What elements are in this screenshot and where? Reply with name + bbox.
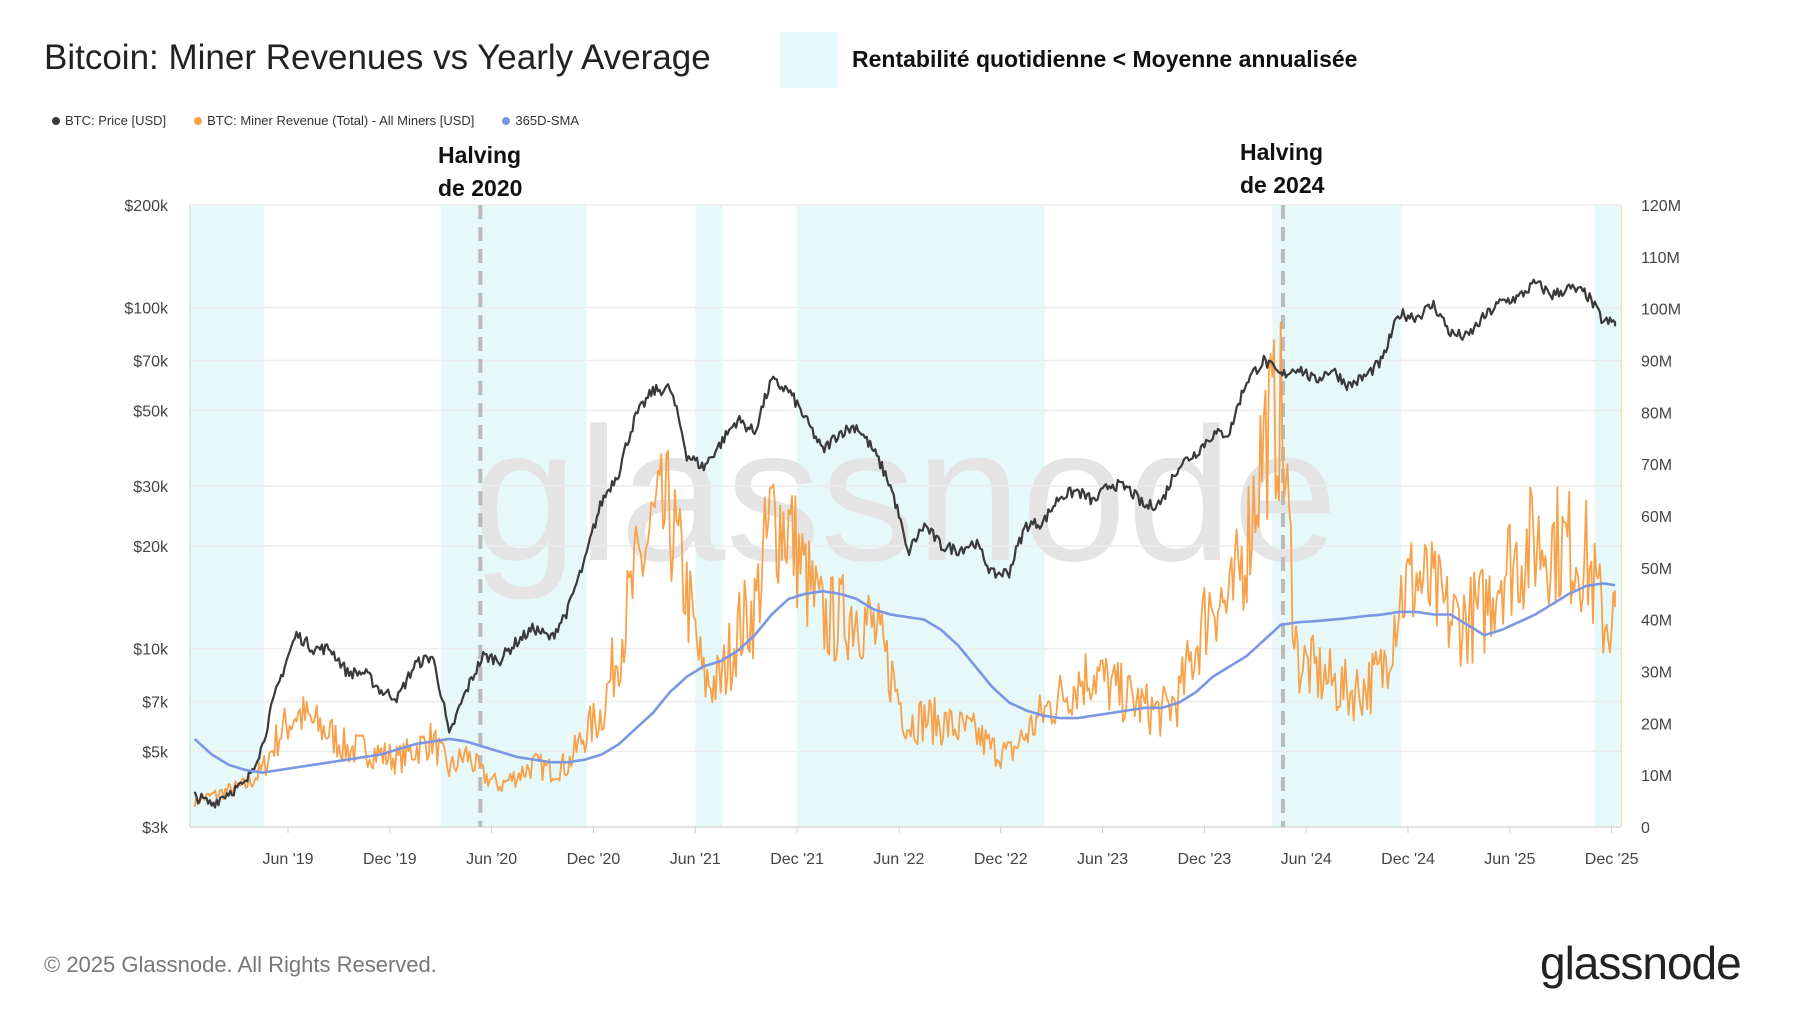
halving-line1: Halving: [1240, 139, 1324, 165]
y-right-tick-label: 70M: [1641, 457, 1672, 474]
x-tick-label: Jun '21: [670, 851, 721, 868]
legend-label: 365D-SMA: [515, 113, 579, 128]
x-tick-label: Jun '24: [1281, 851, 1332, 868]
x-tick-label: Dec '23: [1178, 851, 1232, 868]
legend-label: BTC: Price [USD]: [65, 113, 167, 128]
legend-item-sma[interactable]: 365D-SMA: [502, 113, 579, 128]
halving-2024-label: Halving de 2024: [1240, 136, 1324, 202]
legend-label: BTC: Miner Revenue (Total) - All Miners …: [207, 113, 475, 128]
y-left-tick-label: $50k: [133, 403, 169, 420]
copyright: © 2025 Glassnode. All Rights Reserved.: [44, 952, 437, 977]
legend-dot-icon: [194, 117, 203, 125]
y-right-tick-label: 80M: [1641, 405, 1672, 422]
x-tick-label: Dec '22: [974, 851, 1028, 868]
x-tick-label: Dec '19: [363, 851, 417, 868]
y-left-tick-label: $5k: [142, 744, 169, 761]
shaded-period: [440, 205, 587, 827]
shaded-period: [1594, 205, 1619, 827]
y-left-tick-label: $30k: [133, 479, 169, 496]
y-left-tick-label: $70k: [133, 353, 169, 370]
chart-title: Bitcoin: Miner Revenues vs Yearly Averag…: [44, 38, 711, 77]
y-right-tick-label: 120M: [1641, 198, 1681, 215]
y-left-tick-label: $20k: [133, 539, 169, 556]
y-right-tick-label: 60M: [1641, 509, 1672, 526]
y-left-tick-label: $7k: [142, 695, 169, 712]
shaded-period: [1272, 205, 1402, 827]
x-tick-label: Dec '20: [567, 851, 621, 868]
x-tick-label: Dec '24: [1381, 851, 1435, 868]
y-left-tick-label: $10k: [133, 642, 169, 659]
y-right-tick-label: 50M: [1641, 561, 1672, 578]
halving-line2: de 2020: [438, 175, 523, 201]
y-left-tick-label: $200k: [124, 198, 169, 215]
shaded-period: [190, 205, 265, 827]
x-tick-label: Jun '23: [1077, 851, 1128, 868]
series-legend: BTC: Price [USD] BTC: Miner Revenue (Tot…: [52, 113, 579, 128]
y-left-tick-label: $100k: [124, 301, 169, 318]
shaded-period: [695, 205, 723, 827]
x-tick-label: Dec '25: [1585, 851, 1639, 868]
y-right-tick-label: 10M: [1641, 768, 1672, 785]
y-right-tick-label: 90M: [1641, 354, 1672, 371]
legend-item-price[interactable]: BTC: Price [USD]: [52, 113, 166, 128]
halving-2020-label: Halving de 2020: [438, 139, 522, 205]
watermark: glassnode: [472, 389, 1338, 601]
shade-legend-swatch: [780, 32, 838, 88]
y-right-tick-label: 20M: [1641, 716, 1672, 733]
series-line-miner-revenue: [193, 321, 1616, 808]
shade-legend-label: Rentabilité quotidienne < Moyenne annual…: [852, 46, 1358, 72]
halving-line1: Halving: [438, 142, 522, 168]
y-right-tick-label: 100M: [1641, 302, 1681, 319]
series-line-365d-sma: [193, 582, 1616, 774]
y-right-tick-label: 40M: [1641, 613, 1672, 630]
shaded-period: [797, 205, 1045, 827]
legend-dot-icon: [52, 117, 60, 125]
x-tick-label: Dec '21: [770, 851, 824, 868]
y-right-tick-label: 0: [1641, 820, 1650, 837]
halving-line2: de 2024: [1240, 172, 1325, 198]
y-right-tick-label: 30M: [1641, 665, 1672, 682]
legend-dot-icon: [502, 117, 511, 125]
series-line-btc-price: [193, 278, 1617, 809]
x-tick-label: Jun '22: [873, 851, 924, 868]
x-tick-label: Jun '25: [1484, 851, 1535, 868]
y-right-tick-label: 110M: [1641, 250, 1680, 267]
x-tick-label: Jun '20: [466, 851, 517, 868]
glassnode-logo: glassnode: [1540, 937, 1742, 989]
legend-item-revenue[interactable]: BTC: Miner Revenue (Total) - All Miners …: [194, 113, 474, 128]
y-left-tick-label: $3k: [142, 820, 169, 837]
x-tick-label: Jun '19: [262, 851, 313, 868]
